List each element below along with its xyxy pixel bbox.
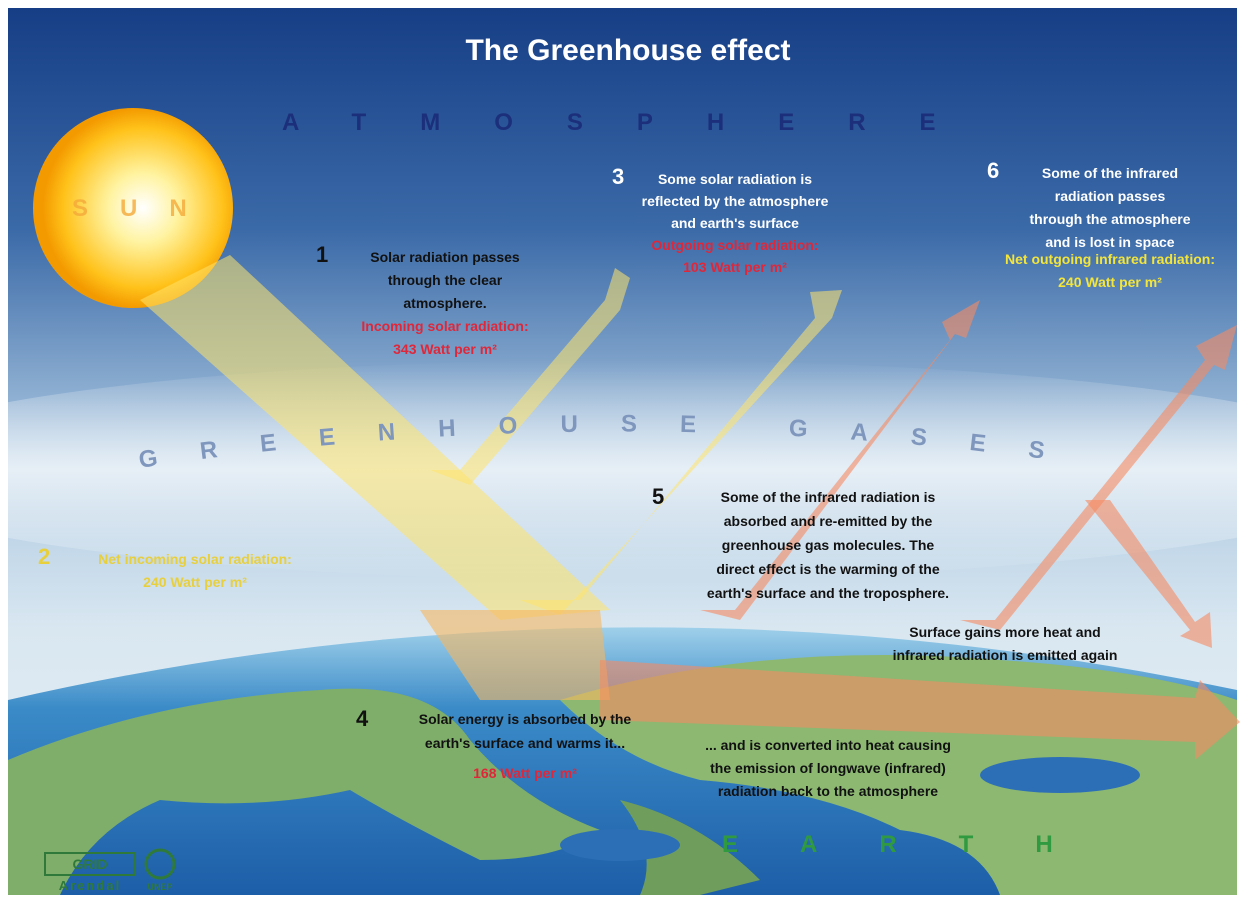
flux-value: 168 Watt per m² — [473, 765, 577, 781]
note-text: the emission of longwave (infrared) — [710, 760, 946, 776]
sun-label: SUN — [72, 195, 219, 222]
step-text: atmosphere. — [403, 295, 486, 311]
step-text: Solar energy is absorbed by the — [419, 711, 632, 727]
flux-value: 240 Watt per m² — [143, 574, 247, 590]
note-text: infrared radiation is emitted again — [893, 647, 1118, 663]
flux-value: 240 Watt per m² — [1058, 274, 1162, 290]
step-text: through the atmosphere — [1029, 211, 1190, 227]
note-text: ... and is converted into heat causing — [705, 737, 951, 753]
step-text: Some of the infrared radiation is — [721, 489, 936, 505]
greenhouse-diagram: The Greenhouse effect ATMOSPHERE SUN EARTH G… — [0, 0, 1245, 903]
step-number: 4 — [356, 706, 369, 731]
step-text: reflected by the atmosphere — [642, 193, 829, 209]
flux-label: Net outgoing infrared radiation: — [1005, 251, 1215, 267]
flux-label: Net incoming solar radiation: — [98, 551, 292, 567]
step-text: and earth's surface — [671, 215, 799, 231]
step-text: earth's surface and the troposphere. — [707, 585, 949, 601]
step-number: 6 — [987, 158, 999, 183]
step-text: Some solar radiation is — [658, 171, 812, 187]
note-text: Surface gains more heat and — [909, 624, 1100, 640]
step-text: absorbed and re-emitted by the — [724, 513, 933, 529]
atmosphere-label: ATMOSPHERE — [282, 109, 990, 136]
earth-label: EARTH — [722, 831, 1115, 858]
step-number: 5 — [652, 484, 664, 509]
step-number: 1 — [316, 242, 328, 267]
step-text: greenhouse gas molecules. The — [722, 537, 935, 553]
logo-arendal: Arendal — [59, 878, 121, 893]
flux-label: Incoming solar radiation: — [361, 318, 528, 334]
logo-unep: UNEP — [147, 882, 172, 892]
title: The Greenhouse effect — [465, 34, 790, 67]
step-text: earth's surface and warms it... — [425, 735, 625, 751]
step-text: direct effect is the warming of the — [716, 561, 939, 577]
step-text: through the clear — [388, 272, 503, 288]
flux-value: 103 Watt per m² — [683, 259, 787, 275]
flux-value: 343 Watt per m² — [393, 341, 497, 357]
step-number: 3 — [612, 164, 624, 189]
step-text: and is lost in space — [1045, 234, 1174, 250]
step-number: 2 — [38, 544, 50, 569]
flux-label: Outgoing solar radiation: — [651, 237, 818, 253]
step-text: Some of the infrared — [1042, 165, 1178, 181]
step-text: Solar radiation passes — [370, 249, 520, 265]
step-text: radiation passes — [1055, 188, 1166, 204]
page: The Greenhouse effect ATMOSPHERE SUN EARTH G… — [0, 0, 1245, 903]
note-text: radiation back to the atmosphere — [718, 783, 938, 799]
logo-grid: GRID — [73, 856, 108, 872]
